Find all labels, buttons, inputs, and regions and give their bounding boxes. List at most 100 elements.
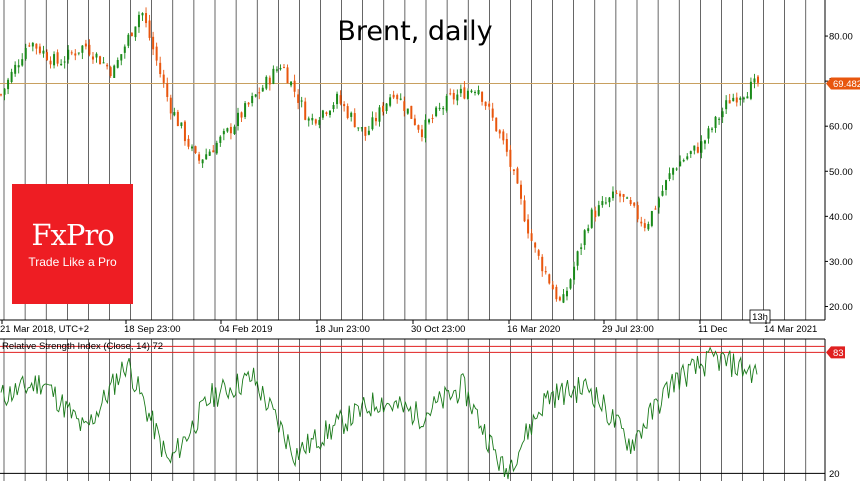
candle-body — [360, 127, 363, 129]
candle-body — [88, 44, 91, 55]
candle-body — [682, 160, 685, 162]
candle-body — [7, 79, 10, 90]
candle-body — [541, 256, 544, 272]
candle-body — [371, 117, 374, 130]
candle-body — [353, 113, 356, 128]
price-y-tick-label: 80.00 — [829, 32, 853, 43]
candle-body — [307, 118, 310, 121]
candle-body — [38, 46, 41, 54]
candle-body — [113, 65, 116, 78]
candle-body — [665, 180, 668, 190]
candle-body — [389, 97, 392, 106]
candle-body — [194, 146, 197, 154]
candle-body — [435, 107, 438, 117]
candle-body — [534, 242, 537, 248]
rsi-vertical-grid — [3, 339, 807, 481]
candle-body — [615, 192, 618, 194]
logo-name: FxPro — [31, 218, 114, 252]
rsi-level-tag-bg — [826, 346, 845, 359]
candle-body — [463, 87, 466, 99]
candle-body — [527, 219, 530, 234]
candle-body — [725, 100, 728, 110]
candle-body — [293, 80, 296, 92]
candle-body — [49, 60, 52, 65]
x-tick-label: 14 Mar 2021 — [764, 324, 817, 335]
candle-body — [707, 128, 710, 139]
candle-body — [686, 156, 689, 160]
candle-body — [509, 149, 512, 167]
candle-body — [573, 266, 576, 280]
candle-body — [488, 103, 491, 107]
candle-body — [183, 121, 186, 142]
candle-body — [297, 94, 300, 103]
candle-body — [219, 136, 222, 143]
candle-body — [155, 46, 158, 61]
candle-body — [523, 200, 526, 222]
candle-body — [258, 92, 261, 94]
candle-body — [91, 56, 94, 60]
price-y-tick-label: 30.00 — [829, 257, 853, 268]
candle-body — [244, 103, 247, 117]
candle-body — [619, 193, 622, 197]
candle-body — [31, 42, 34, 47]
candle-body — [569, 279, 572, 289]
rsi-panel: Relative Strength Index (Close, 14) 72 8… — [0, 338, 845, 481]
rsi-level-label: 83 — [833, 348, 844, 359]
candle-body — [576, 251, 579, 266]
current-price-tag: 69.482 — [826, 77, 860, 90]
candle-body — [456, 94, 459, 101]
x-tick-label: 16 Mar 2020 — [507, 324, 560, 335]
candle-body — [424, 119, 427, 139]
candle-body — [481, 91, 484, 102]
candle-body — [597, 205, 600, 216]
candle-body — [212, 150, 215, 153]
candle-body — [145, 13, 148, 24]
candle-body — [314, 119, 317, 124]
candle-body — [452, 92, 455, 100]
candle-body — [735, 97, 738, 103]
candle-body — [555, 286, 558, 300]
timer-label: 13h — [752, 312, 768, 323]
candle-body — [123, 46, 126, 53]
candle-body — [28, 45, 31, 47]
candle-body — [749, 81, 752, 99]
price-y-tick-label: 50.00 — [829, 167, 853, 178]
candle-body — [438, 107, 441, 109]
candle-body — [399, 98, 402, 100]
timer-badge-box — [749, 309, 771, 324]
candle-body — [279, 67, 282, 70]
candle-body — [130, 32, 133, 37]
candle-body — [608, 197, 611, 203]
chart-title: Brent, daily — [337, 16, 492, 47]
candle-body — [3, 88, 6, 95]
price-y-tick-label: 40.00 — [829, 212, 853, 223]
candle-body — [53, 54, 56, 66]
candle-body — [654, 208, 657, 210]
candle-body — [505, 138, 508, 152]
candle-body — [721, 111, 724, 118]
candle-body — [544, 271, 547, 273]
candle-body — [166, 83, 169, 97]
candle-body — [413, 118, 416, 125]
fxpro-logo: FxPro Trade Like a Pro — [12, 184, 133, 304]
candle-body — [746, 96, 749, 99]
x-tick-label: 04 Feb 2019 — [219, 324, 272, 335]
candle-body — [647, 223, 650, 230]
candle-body — [357, 127, 360, 129]
candle-body — [633, 202, 636, 206]
candle-body — [261, 87, 264, 92]
candle-body — [268, 77, 271, 85]
candle-body — [410, 105, 413, 119]
candle-body — [382, 105, 385, 112]
candle-body — [67, 49, 70, 60]
candle-body — [247, 102, 250, 105]
candle-body — [428, 119, 431, 123]
candle-body — [474, 91, 477, 93]
candle-body — [290, 81, 293, 86]
candle-body — [466, 90, 469, 99]
candle-body — [141, 13, 144, 16]
candle-body — [403, 101, 406, 111]
candle-body — [198, 154, 201, 161]
candle-body — [739, 97, 742, 100]
candle-body — [84, 43, 87, 47]
